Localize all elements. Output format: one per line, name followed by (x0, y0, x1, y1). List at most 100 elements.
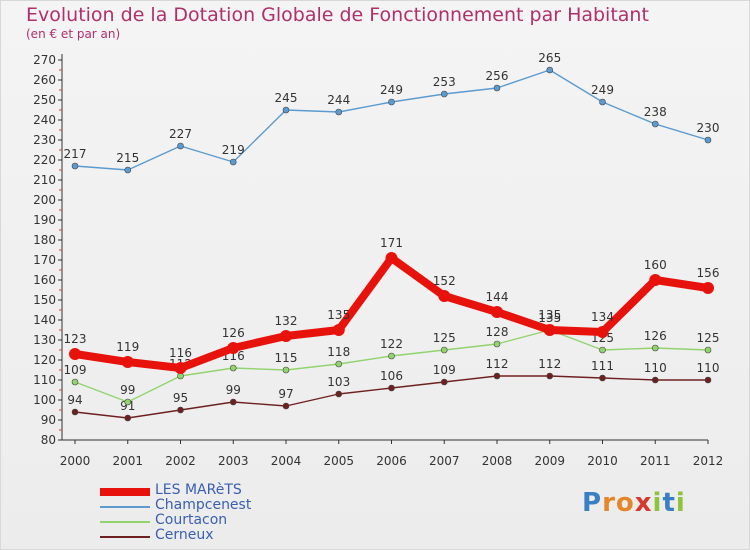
data-label: 99 (226, 383, 241, 397)
data-label: 171 (380, 236, 403, 250)
data-point (229, 364, 237, 372)
data-label: 97 (278, 387, 293, 401)
legend-label: Champcenest (155, 497, 252, 513)
y-tick-label: 230 (33, 133, 56, 147)
data-point (493, 84, 501, 92)
data-point (388, 384, 395, 392)
data-point (229, 158, 237, 166)
data-label: 156 (697, 266, 720, 280)
data-point (227, 342, 240, 354)
data-point (546, 372, 554, 380)
legend-label: Cerneux (155, 527, 214, 543)
y-tick-label: 220 (33, 153, 56, 167)
data-point (651, 120, 659, 128)
data-label: 135 (538, 311, 561, 325)
data-label: 111 (591, 359, 614, 373)
data-point (69, 348, 81, 360)
data-point (704, 346, 712, 354)
data-label: 144 (486, 290, 509, 304)
data-point (546, 66, 554, 74)
legend-swatch (100, 536, 150, 538)
y-tick-label: 110 (33, 373, 56, 387)
data-label: 249 (591, 83, 614, 97)
proxiti-logo: Proxiti (582, 488, 686, 518)
x-tick-label: 2010 (587, 454, 618, 468)
x-tick-label: 2002 (165, 454, 196, 468)
data-label: 109 (64, 363, 87, 377)
data-point (493, 372, 501, 380)
data-label: 128 (486, 325, 509, 339)
x-tick-label: 2000 (60, 454, 91, 468)
data-label: 249 (380, 83, 403, 97)
data-label: 135 (538, 308, 561, 322)
data-point (440, 90, 448, 98)
data-point (177, 406, 184, 414)
data-label: 132 (275, 314, 298, 328)
x-tick-label: 2012 (693, 454, 724, 468)
data-label: 115 (275, 351, 298, 365)
data-label: 110 (697, 361, 720, 375)
data-point (440, 346, 448, 354)
legend-swatch (100, 506, 150, 508)
data-label: 112 (538, 357, 561, 371)
data-label: 119 (116, 340, 139, 354)
y-tick-label: 260 (33, 73, 56, 87)
data-point (385, 252, 398, 264)
data-point (543, 324, 556, 336)
data-point (124, 414, 132, 422)
y-tick-label: 240 (33, 113, 56, 127)
data-point (599, 346, 606, 354)
x-tick-label: 2009 (534, 454, 565, 468)
data-label: 215 (116, 151, 139, 165)
x-tick-label: 2008 (482, 454, 513, 468)
data-label: 103 (327, 375, 350, 389)
data-label: 123 (64, 332, 87, 346)
y-tick-label: 90 (41, 413, 56, 427)
data-point (124, 398, 132, 406)
data-point (332, 324, 345, 336)
data-point (440, 378, 448, 386)
y-tick-label: 130 (33, 333, 56, 347)
chart-subtitle: (en € et par an) (26, 27, 121, 41)
data-label: 227 (169, 127, 192, 141)
data-point (280, 330, 292, 342)
data-label: 230 (697, 121, 720, 135)
x-tick-label: 2006 (376, 454, 407, 468)
data-point (491, 306, 503, 318)
y-tick-label: 100 (33, 393, 56, 407)
x-tick-label: 2003 (218, 454, 249, 468)
data-label: 256 (486, 69, 509, 83)
data-label: 126 (644, 329, 667, 343)
data-point (282, 402, 290, 410)
y-tick-label: 190 (33, 213, 56, 227)
data-point (596, 326, 609, 338)
data-point (229, 398, 237, 406)
data-label: 91 (120, 399, 135, 413)
legend-swatch (100, 521, 150, 523)
data-label: 112 (486, 357, 509, 371)
data-point (704, 136, 712, 144)
data-label: 94 (67, 393, 82, 407)
x-tick-label: 2007 (429, 454, 460, 468)
data-point (121, 356, 134, 368)
data-point (493, 340, 501, 348)
data-label: 116 (169, 346, 192, 360)
data-point (177, 142, 184, 150)
data-label: 134 (591, 310, 614, 324)
chart-title: Evolution de la Dotation Globale de Fonc… (26, 4, 649, 26)
y-tick-label: 120 (33, 353, 56, 367)
data-label: 245 (275, 91, 298, 105)
data-label: 99 (120, 383, 135, 397)
data-point (124, 166, 132, 174)
y-tick-label: 150 (33, 293, 56, 307)
data-point (651, 376, 659, 384)
data-label: 160 (644, 258, 667, 272)
data-point (282, 106, 290, 114)
legend-label: Courtacon (155, 512, 228, 528)
data-label: 253 (433, 75, 456, 89)
x-tick-label: 2001 (112, 454, 143, 468)
data-label: 118 (327, 345, 350, 359)
y-tick-label: 180 (33, 233, 56, 247)
data-point (335, 390, 343, 398)
